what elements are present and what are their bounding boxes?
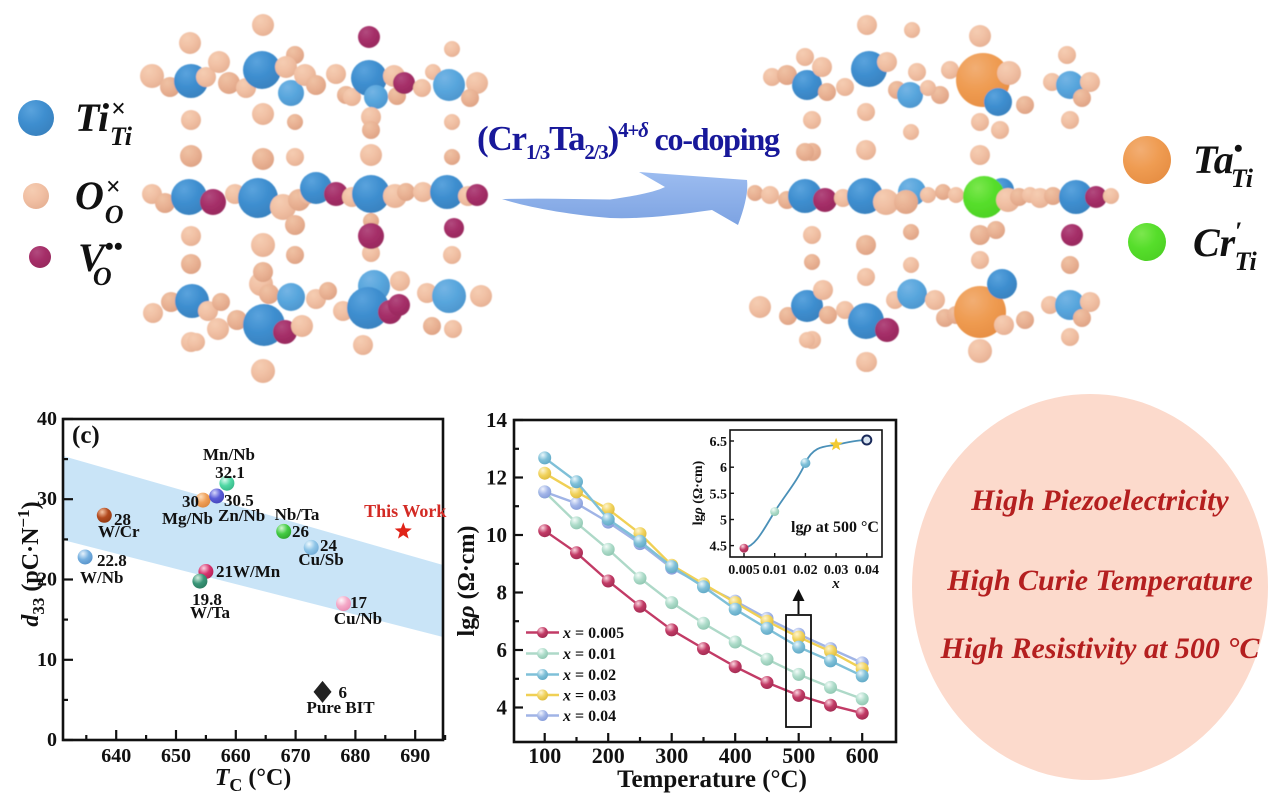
- svg-text:0.04: 0.04: [855, 563, 880, 578]
- svg-text:Zn/Nb: Zn/Nb: [218, 506, 265, 525]
- svg-text:TC (°C): TC (°C): [215, 765, 292, 795]
- svg-text:x = 0.03: x = 0.03: [562, 688, 616, 705]
- svg-text:Mg/Nb: Mg/Nb: [162, 509, 213, 528]
- svg-text:500: 500: [782, 743, 815, 768]
- svg-text:0.02: 0.02: [793, 563, 818, 578]
- svg-text:Ti×Ti: Ti× Ti: [75, 94, 133, 151]
- svg-text:lgρ (Ω·cm): lgρ (Ω·cm): [454, 526, 480, 637]
- svg-text:d33 (pC·N−1): d33 (pC·N−1): [14, 501, 48, 626]
- svg-text:30: 30: [37, 488, 57, 510]
- svg-text:32.1: 32.1: [215, 463, 245, 482]
- svg-text:6.5: 6.5: [710, 435, 728, 450]
- svg-text:4: 4: [497, 696, 508, 720]
- svg-text:21W/Mn: 21W/Mn: [216, 562, 281, 581]
- svg-text:x = 0.01: x = 0.01: [562, 646, 616, 663]
- svg-text:5.5: 5.5: [710, 487, 728, 502]
- svg-text:17: 17: [350, 593, 368, 612]
- svg-text:Nb/Ta: Nb/Ta: [275, 505, 320, 524]
- svg-text:24: 24: [320, 536, 338, 555]
- svg-text:670: 670: [281, 745, 311, 767]
- svg-text:30.5: 30.5: [224, 491, 254, 510]
- svg-text:6: 6: [720, 461, 727, 476]
- svg-text:x = 0.04: x = 0.04: [562, 708, 616, 725]
- svg-text:6: 6: [497, 638, 508, 662]
- svg-text:30: 30: [182, 492, 199, 511]
- svg-text:lgρ at 500 °C: lgρ at 500 °C: [791, 519, 879, 536]
- svg-text:0.01: 0.01: [762, 563, 787, 578]
- svg-text:Ta•Ti: Ta• Ti: [1193, 134, 1254, 193]
- svg-text:x: x: [831, 576, 840, 592]
- svg-text:10: 10: [486, 523, 507, 547]
- svg-text:12: 12: [486, 466, 507, 490]
- svg-text:400: 400: [719, 743, 752, 768]
- svg-text:High Curie Temperature: High Curie Temperature: [946, 564, 1253, 597]
- svg-text:19.8: 19.8: [192, 590, 222, 609]
- svg-text:680: 680: [340, 745, 370, 767]
- svg-text:10: 10: [37, 649, 57, 671]
- svg-text:This Work: This Work: [364, 501, 446, 521]
- svg-text:Mn/Nb: Mn/Nb: [203, 445, 255, 464]
- svg-text:O×O: O× O: [75, 172, 124, 229]
- svg-text:650: 650: [161, 745, 191, 767]
- svg-text:x = 0.02: x = 0.02: [562, 667, 616, 684]
- svg-text:Cu/Nb: Cu/Nb: [334, 609, 382, 628]
- svg-text:W/Ta: W/Ta: [190, 603, 231, 622]
- svg-text:High Resistivity at 500 °C: High Resistivity at 500 °C: [940, 632, 1261, 665]
- svg-text:600: 600: [846, 743, 879, 768]
- svg-text:Cu/Sb: Cu/Sb: [298, 550, 343, 569]
- svg-text:300: 300: [655, 743, 688, 768]
- svg-text:Temperature (°C): Temperature (°C): [617, 766, 807, 793]
- svg-text:W/Cr: W/Cr: [98, 522, 140, 541]
- svg-text:660: 660: [221, 745, 251, 767]
- svg-text:200: 200: [592, 743, 625, 768]
- svg-text:x = 0.005: x = 0.005: [562, 625, 624, 642]
- svg-text:40: 40: [37, 408, 57, 430]
- svg-text:High Piezoelectricity: High Piezoelectricity: [970, 484, 1229, 517]
- svg-text:0: 0: [47, 729, 57, 751]
- svg-text:6: 6: [339, 683, 348, 702]
- svg-text:(Cr1/3Ta2/3)4+δ co-doping: (Cr1/3Ta2/3)4+δ co-doping: [477, 118, 780, 164]
- svg-text:V••O: V•• O: [78, 232, 123, 291]
- svg-text:Cr′Ti: Cr′ Ti: [1193, 217, 1257, 276]
- svg-text:lgρ (Ω·cm): lgρ (Ω·cm): [691, 460, 706, 525]
- svg-text:26: 26: [292, 522, 309, 541]
- svg-text:(c): (c): [72, 422, 100, 449]
- svg-text:8: 8: [497, 581, 508, 605]
- svg-text:W/Nb: W/Nb: [80, 568, 123, 587]
- svg-text:100: 100: [528, 743, 561, 768]
- svg-text:0.005: 0.005: [728, 563, 760, 578]
- svg-text:Pure BIT: Pure BIT: [306, 698, 375, 717]
- svg-text:20: 20: [37, 569, 57, 591]
- svg-text:28: 28: [114, 510, 131, 529]
- svg-text:690: 690: [400, 745, 430, 767]
- svg-text:4.5: 4.5: [710, 540, 728, 555]
- svg-text:5: 5: [720, 514, 727, 529]
- svg-text:22.8: 22.8: [97, 551, 127, 570]
- svg-text:0.03: 0.03: [824, 563, 849, 578]
- svg-text:640: 640: [101, 745, 131, 767]
- svg-text:14: 14: [486, 408, 508, 432]
